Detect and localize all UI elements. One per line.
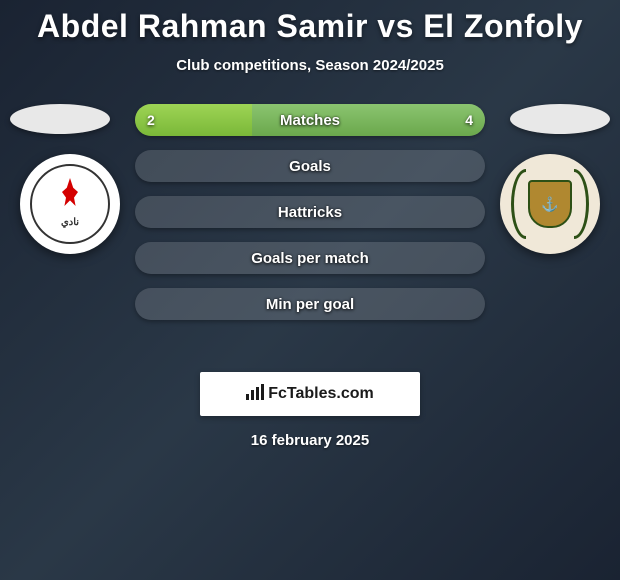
- stat-bar-row: Matches2 4: [135, 104, 485, 136]
- bar-value-right: 4: [453, 104, 485, 136]
- stat-bar-row: Goals per match: [135, 242, 485, 274]
- stat-bar-row: Min per goal: [135, 288, 485, 320]
- stat-bar-row: Hattricks: [135, 196, 485, 228]
- bar-label: Hattricks: [135, 196, 485, 228]
- page-subtitle: Club competitions, Season 2024/2025: [0, 57, 620, 74]
- bar-label: Goals per match: [135, 242, 485, 274]
- shield-icon: ⚓: [528, 180, 572, 228]
- chart-bars-icon: [246, 384, 264, 405]
- club-logo-left: نادي: [20, 154, 120, 254]
- footer-date: 16 february 2025: [0, 432, 620, 449]
- branding-box[interactable]: FcTables.com: [200, 372, 420, 416]
- main-comparison-area: نادي ⚓ Matches2 4 Goals Hattricks Goals per …: [0, 104, 620, 364]
- stat-bars: Matches2 4 Goals Hattricks Goals per match Mi…: [135, 104, 485, 334]
- player-left-placeholder: [10, 104, 110, 134]
- club-badge-right: ⚓: [509, 163, 591, 245]
- anchor-icon: ⚓: [541, 196, 558, 213]
- bar-label: Min per goal: [135, 288, 485, 320]
- comparison-infographic: Abdel Rahman Samir vs El Zonfoly Club co…: [0, 0, 620, 449]
- stat-bar-row: Goals: [135, 150, 485, 182]
- bar-value-left: 2: [135, 104, 167, 136]
- player-right-placeholder: [510, 104, 610, 134]
- flame-icon: [62, 178, 78, 206]
- club-left-name: نادي: [61, 217, 79, 228]
- club-badge-left: نادي: [30, 164, 110, 244]
- branding-label: FcTables.com: [268, 385, 374, 403]
- bar-label: Matches: [135, 104, 485, 136]
- club-logo-right: ⚓: [500, 154, 600, 254]
- page-title: Abdel Rahman Samir vs El Zonfoly: [0, 8, 620, 45]
- bar-label: Goals: [135, 150, 485, 182]
